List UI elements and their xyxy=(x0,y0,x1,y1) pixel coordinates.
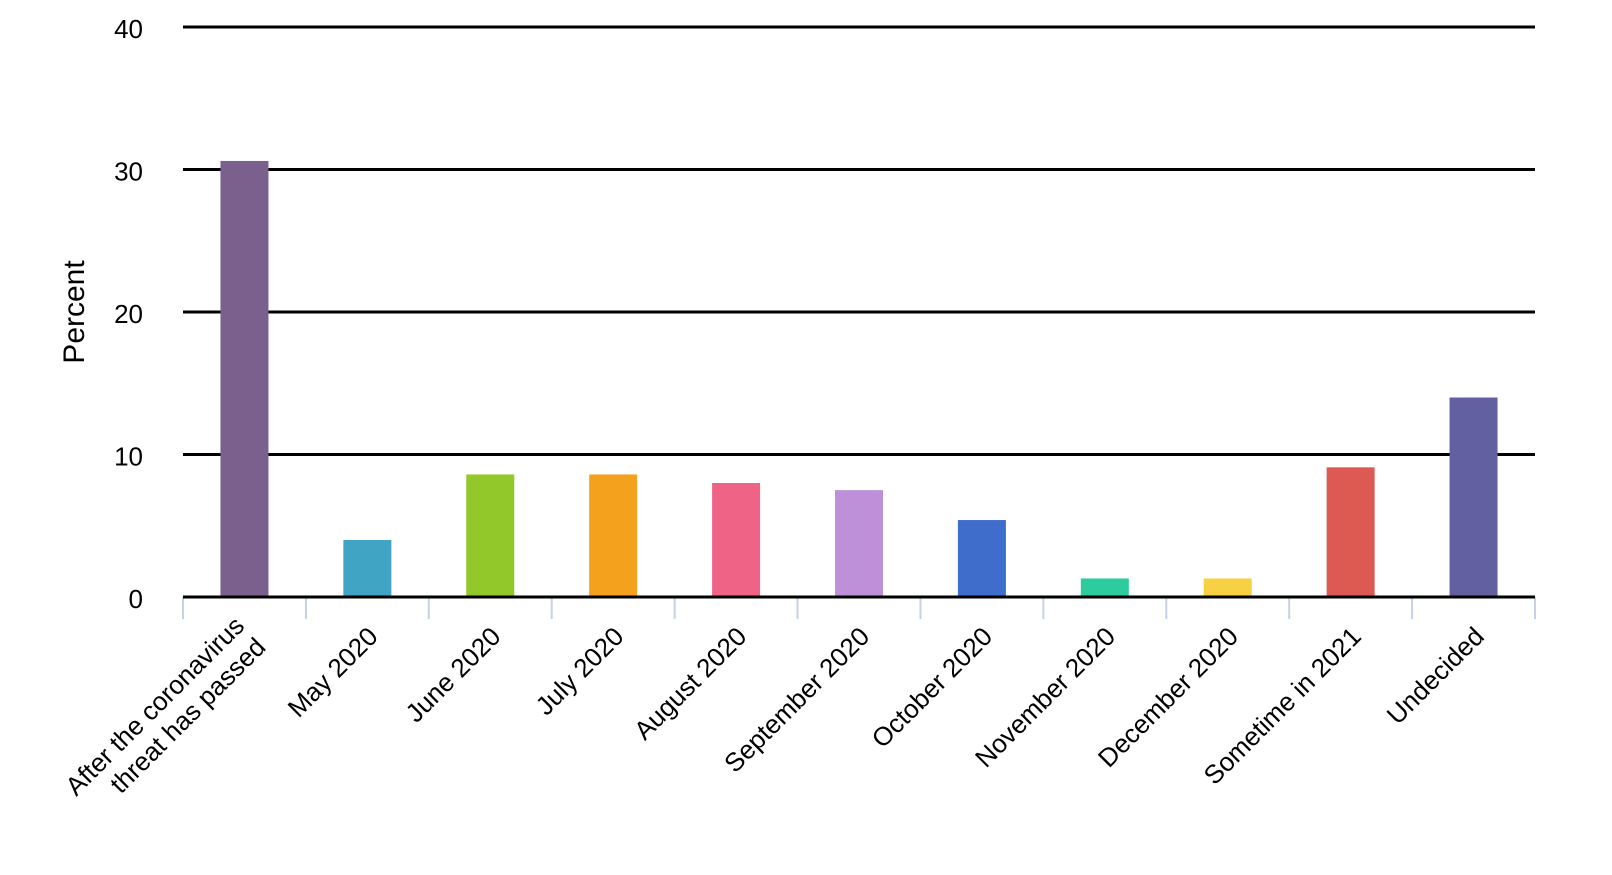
bar[interactable] xyxy=(1449,397,1498,598)
x-tick-label: Undecided xyxy=(1381,621,1490,730)
x-axis-ticks xyxy=(182,595,1536,619)
x-tick-label: May 2020 xyxy=(282,621,384,723)
y-tick-label: 20 xyxy=(114,299,143,329)
y-tick-label: 30 xyxy=(114,157,143,187)
y-tick-label: 40 xyxy=(114,14,143,44)
bar[interactable] xyxy=(957,520,1006,597)
bar[interactable] xyxy=(712,483,761,597)
x-tick-label-line: October 2020 xyxy=(866,621,999,754)
y-axis-ticks: 0 10 20 30 40 xyxy=(114,14,143,614)
x-tick-label: After the coronavirusthreat has passed xyxy=(59,610,271,822)
x-tick-label-line: After the coronavirus xyxy=(59,610,250,801)
x-tick-label: July 2020 xyxy=(530,621,630,721)
x-tick-label-line: June 2020 xyxy=(399,621,506,728)
bars xyxy=(220,160,1498,598)
x-axis-labels: After the coronavirusthreat has passed Ma… xyxy=(59,610,1490,822)
bar[interactable] xyxy=(835,490,883,597)
bar[interactable] xyxy=(343,540,392,597)
bar[interactable] xyxy=(589,474,638,597)
x-tick-label-line: May 2020 xyxy=(282,621,384,723)
bar[interactable] xyxy=(466,474,515,597)
x-tick-label-line: Undecided xyxy=(1381,621,1490,730)
y-tick-label: 0 xyxy=(129,584,143,614)
x-tick-label: October 2020 xyxy=(866,621,999,754)
x-tick-label-line: July 2020 xyxy=(530,621,630,721)
bar[interactable] xyxy=(220,160,269,597)
x-tick-label: August 2020 xyxy=(628,621,752,745)
y-tick-label: 10 xyxy=(114,442,143,472)
x-tick-label-line: August 2020 xyxy=(628,621,752,745)
bar[interactable] xyxy=(1326,467,1375,597)
bar[interactable] xyxy=(1203,578,1252,597)
bar[interactable] xyxy=(1080,578,1129,597)
y-axis-label: Percent xyxy=(58,260,91,364)
x-tick-label: June 2020 xyxy=(399,621,506,728)
